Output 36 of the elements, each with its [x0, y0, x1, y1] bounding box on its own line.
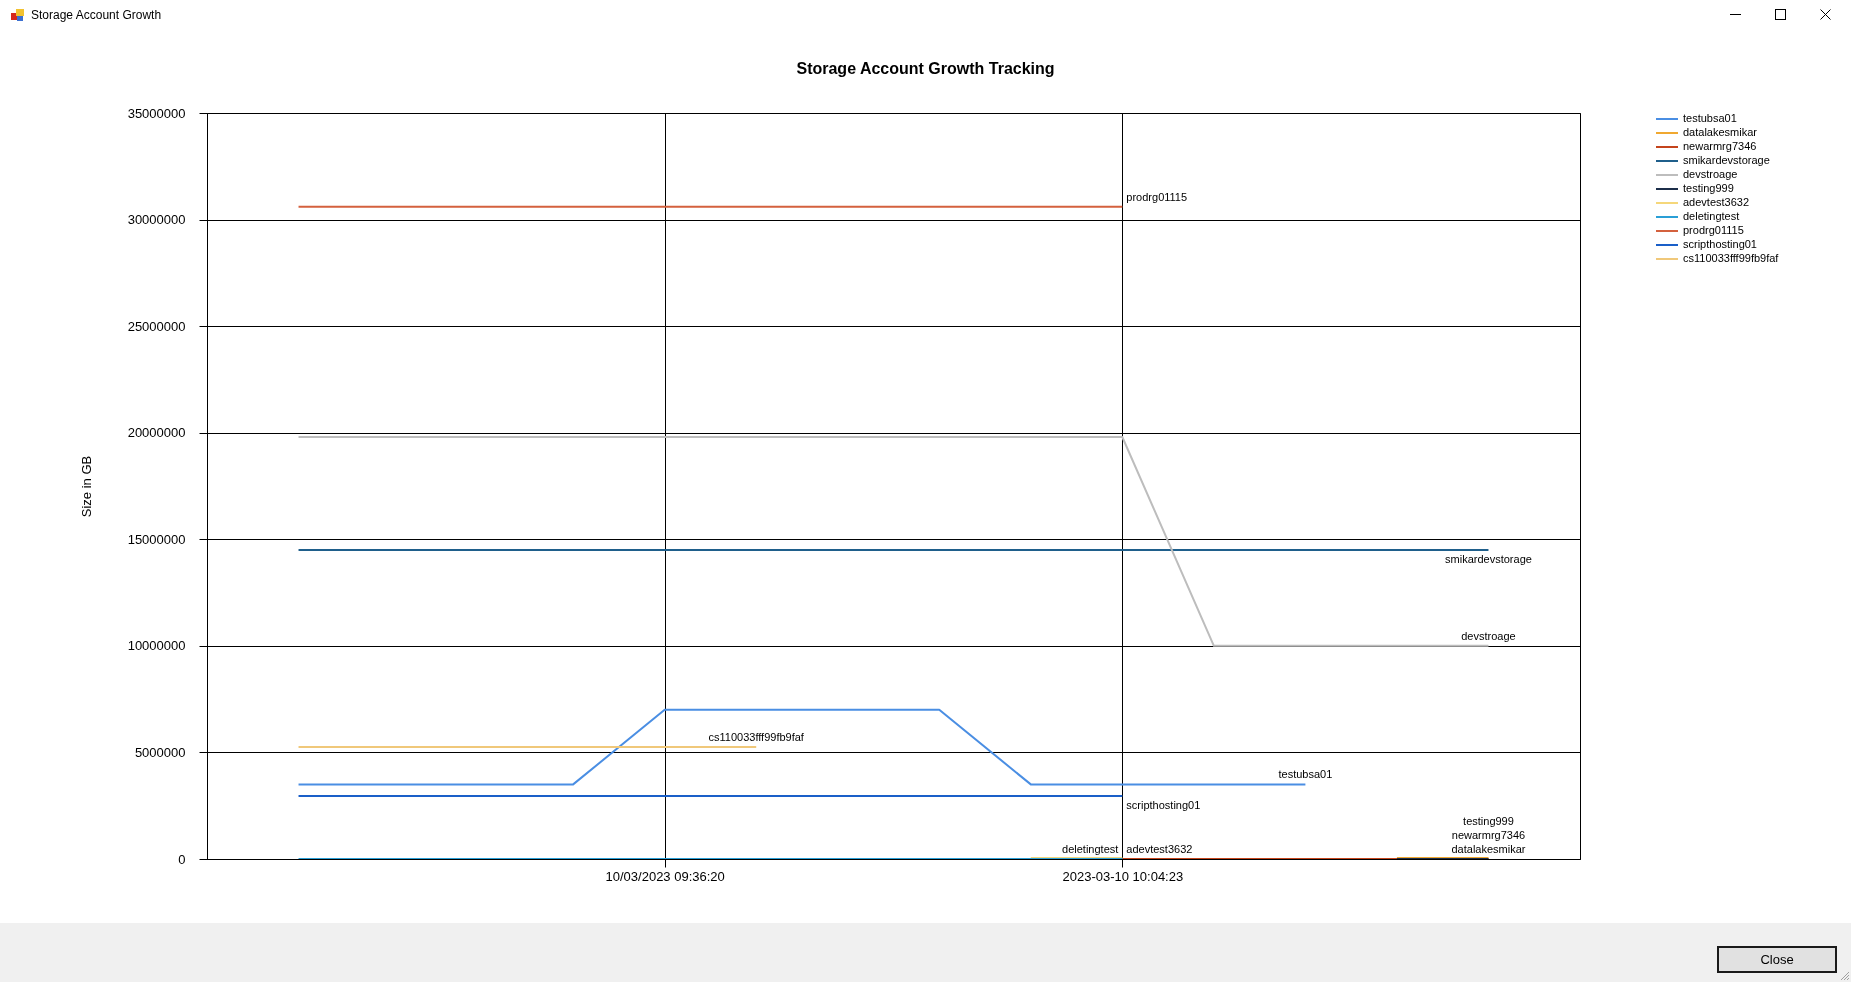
y-tick-label: 0 — [178, 851, 186, 867]
y-tick-label: 30000000 — [127, 212, 186, 228]
legend-label: cs110033fff99fb9faf — [1683, 252, 1780, 264]
text: adevtest3632 — [1126, 843, 1193, 855]
y-tick-label: 35000000 — [127, 105, 186, 121]
text: cs110033fff99fb9faf — [708, 731, 804, 744]
legend-label: smikardevstorage — [1683, 154, 1770, 166]
legend-label: deletingtest — [1683, 210, 1740, 222]
text: testing999 — [1463, 815, 1514, 827]
x-tick-label: 10/03/2023 09:36:20 — [605, 868, 725, 884]
x-tick-label: 2023-03-10 10:04:23 — [1062, 868, 1184, 884]
text: testubsa01 — [1278, 768, 1333, 781]
legend-label: devstroage — [1683, 168, 1738, 180]
text: datalakesmikar — [1451, 843, 1526, 855]
legend-label: newarmrg7346 — [1683, 140, 1757, 152]
text: smikardevstorage — [1445, 552, 1532, 565]
text: newarmrg7346 — [1451, 829, 1526, 841]
legend-label: datalakesmikar — [1683, 126, 1758, 138]
legend-label: prodrg01115 — [1683, 224, 1744, 236]
text: prodrg01115 — [1126, 190, 1188, 203]
legend-label: testubsa01 — [1683, 112, 1737, 124]
text: deletingtest — [1062, 843, 1119, 855]
text: devstroage — [1461, 629, 1516, 642]
text: Storage Account Growth — [31, 8, 162, 22]
y-axis-title: Size in GB — [78, 455, 94, 518]
y-tick-label: 5000000 — [134, 744, 186, 760]
close-button: Close — [1717, 946, 1837, 973]
legend-label: testing999 — [1683, 182, 1734, 194]
legend-label: adevtest3632 — [1683, 196, 1750, 208]
y-tick-label: 15000000 — [127, 531, 186, 547]
y-tick-label: 25000000 — [127, 318, 186, 334]
legend-label: scripthosting01 — [1683, 238, 1757, 250]
y-tick-label: 10000000 — [127, 638, 186, 654]
text: scripthosting01 — [1126, 799, 1201, 812]
chart-title: Storage Account Growth Tracking — [796, 60, 1055, 77]
y-tick-label: 20000000 — [127, 425, 186, 441]
